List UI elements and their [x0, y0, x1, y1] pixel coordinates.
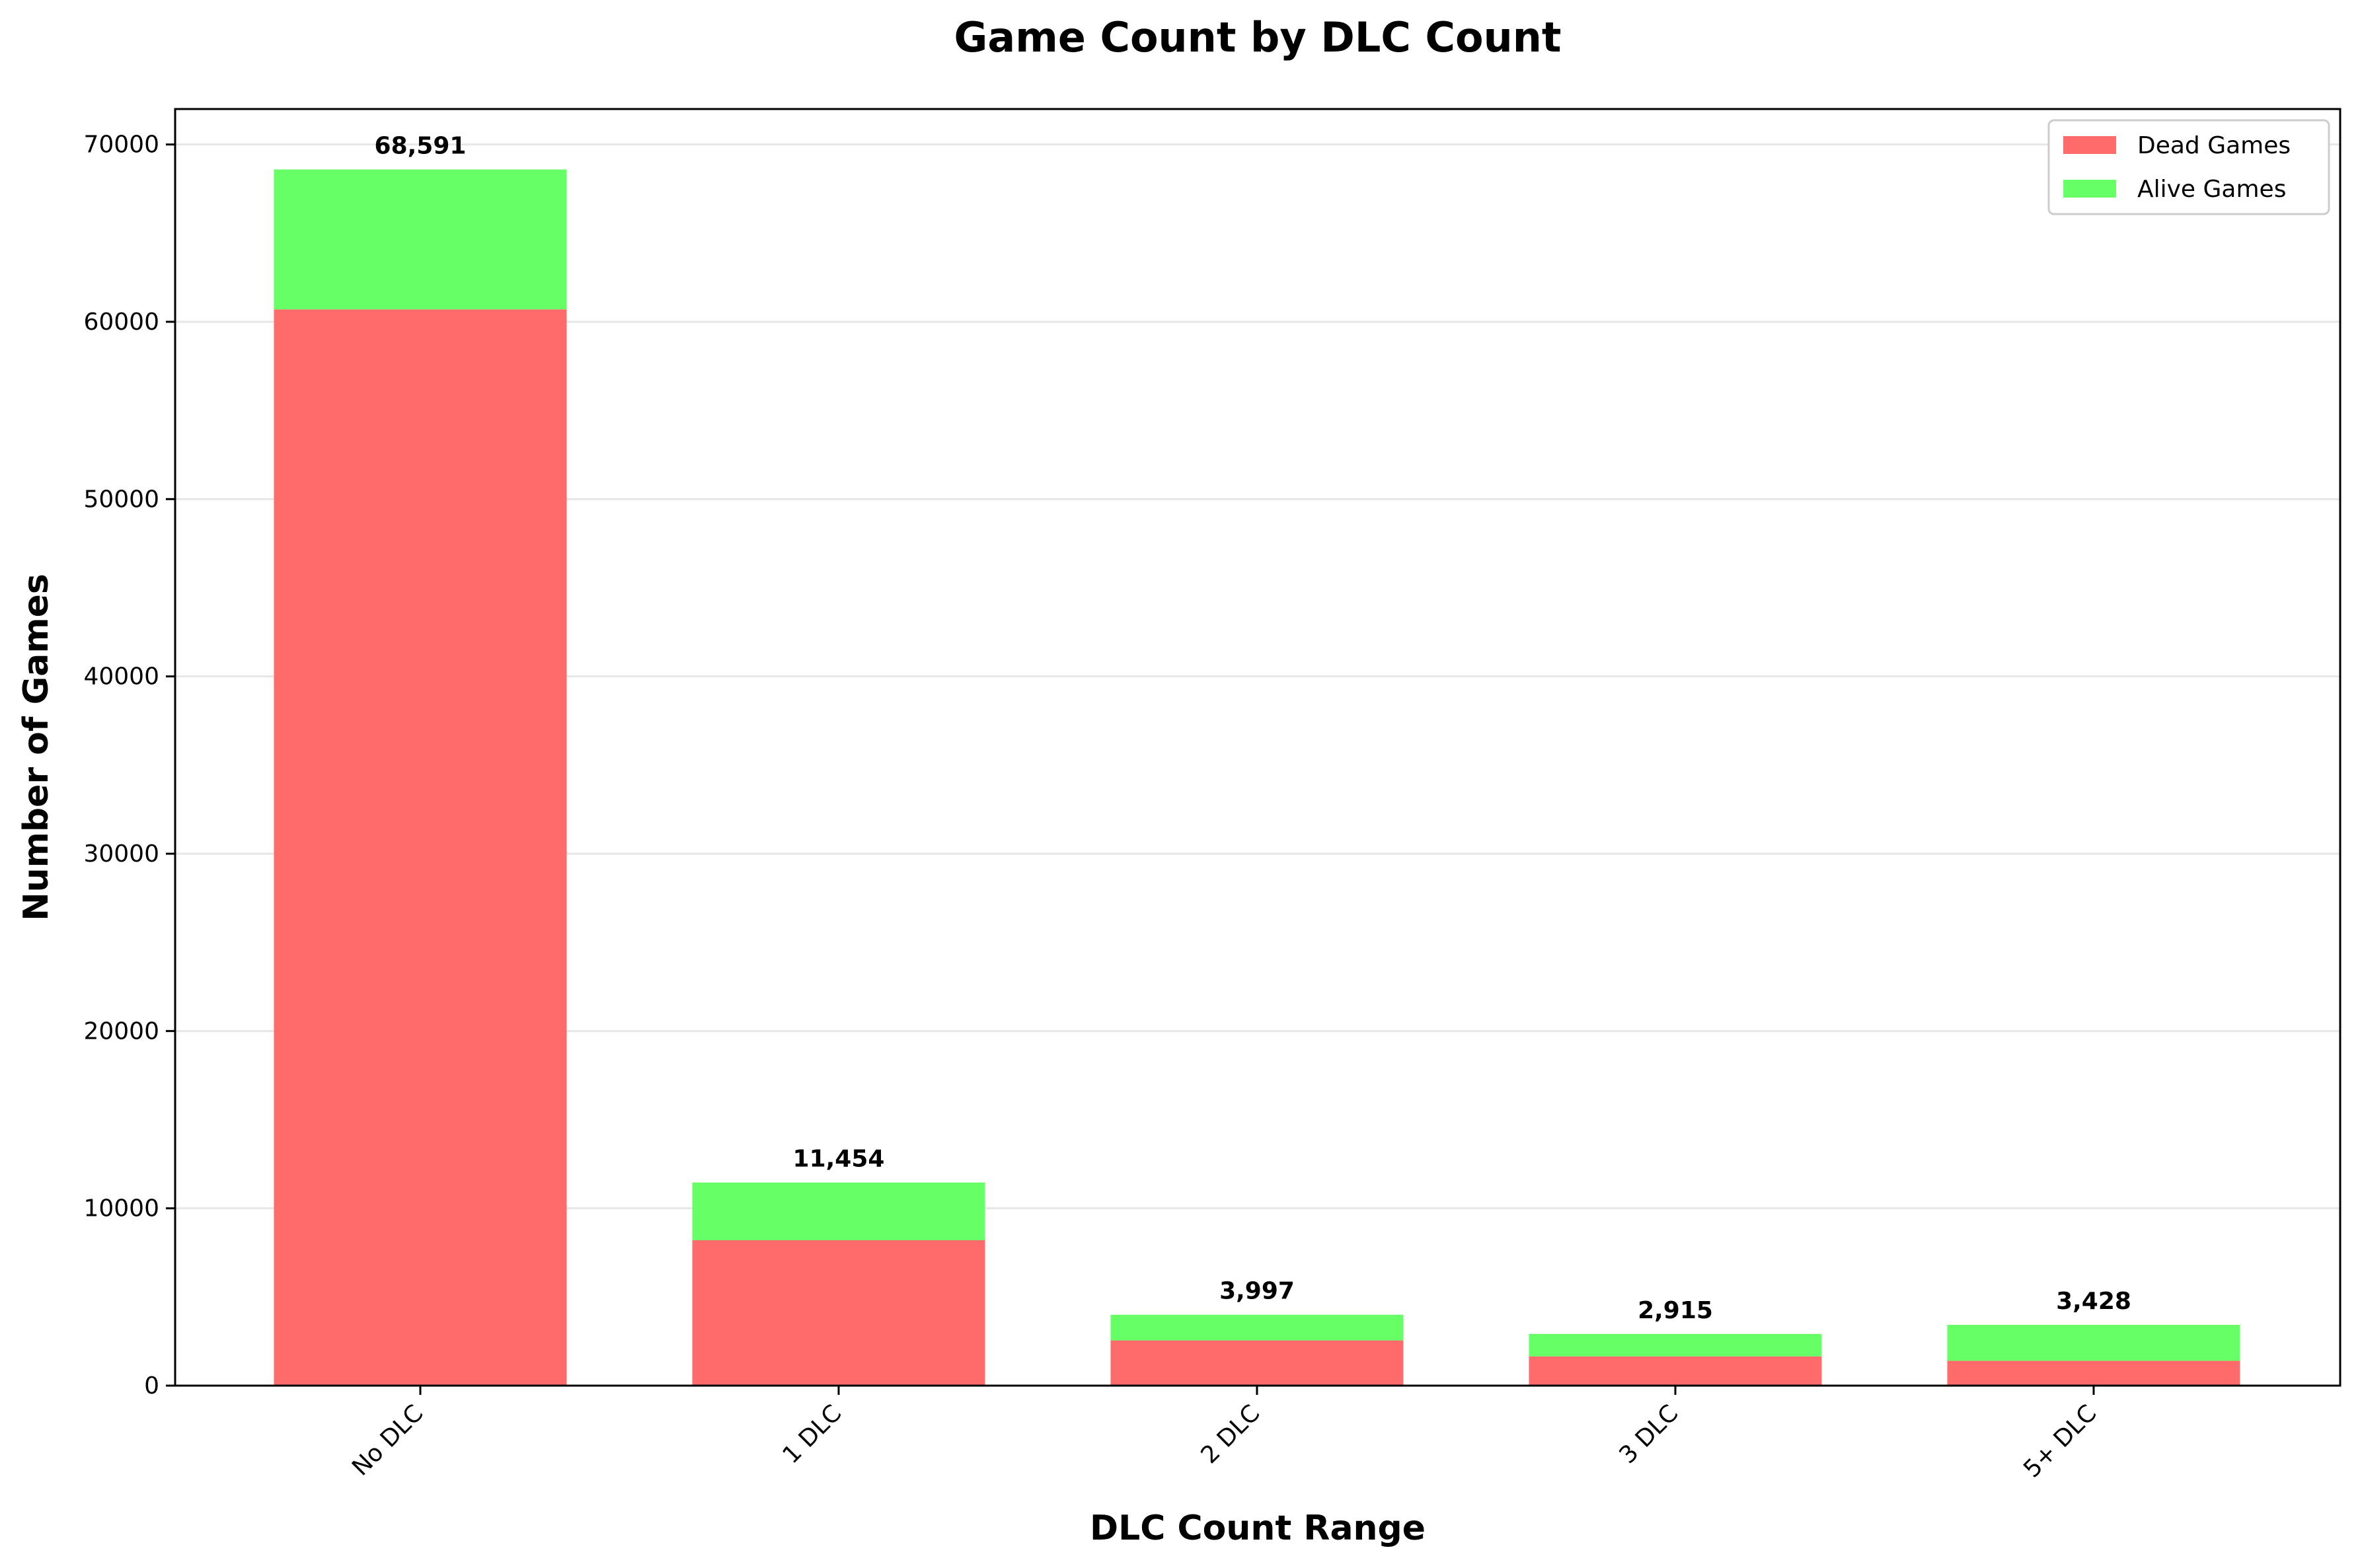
bar-alive-games-0 — [274, 169, 567, 310]
total-label-0: 68,591 — [375, 132, 467, 159]
bar-dead-games-4 — [1947, 1361, 2240, 1386]
legend-swatch-dead-games — [2063, 136, 2116, 154]
bar-dead-games-3 — [1529, 1356, 1822, 1386]
bar-alive-games-4 — [1947, 1325, 2240, 1361]
bar-dead-games-2 — [1110, 1340, 1404, 1386]
bar-dead-games-0 — [274, 309, 567, 1386]
y-axis-label: Number of Games — [17, 574, 56, 921]
x-axis-label: DLC Count Range — [1090, 1509, 1426, 1548]
chart-title: Game Count by DLC Count — [954, 13, 1561, 61]
total-label-3: 2,915 — [1638, 1297, 1713, 1324]
legend-label-alive-games: Alive Games — [2137, 176, 2286, 203]
legend-swatch-alive-games — [2063, 180, 2116, 198]
y-tick-label-0: 0 — [144, 1372, 159, 1400]
legend-label-dead-games: Dead Games — [2137, 132, 2291, 159]
total-labels: 68,591 11,454 3,997 2,915 3,428 — [375, 132, 2131, 1324]
total-label-2: 3,997 — [1219, 1278, 1295, 1305]
legend-frame — [2047, 119, 2330, 215]
y-tick-label-50000: 50000 — [83, 486, 159, 513]
bars — [274, 169, 2240, 1386]
y-tick-label-30000: 30000 — [83, 840, 159, 868]
bar-dead-games-1 — [692, 1240, 985, 1386]
total-label-4: 3,428 — [2056, 1288, 2131, 1315]
legend: Dead Games Alive Games — [2047, 119, 2330, 215]
legend-item-alive-games: Alive Games — [2063, 176, 2286, 203]
bar-alive-games-1 — [692, 1182, 985, 1240]
total-label-1: 11,454 — [793, 1146, 885, 1173]
bar-alive-games-2 — [1110, 1314, 1404, 1341]
y-tick-label-10000: 10000 — [83, 1195, 159, 1222]
legend-item-dead-games: Dead Games — [2063, 132, 2291, 159]
y-tick-label-60000: 60000 — [83, 309, 159, 336]
y-tick-label-40000: 40000 — [83, 663, 159, 691]
y-axis: 0 10000 20000 30000 40000 50000 60000 70000 — [83, 131, 175, 1400]
bar-alive-games-3 — [1529, 1333, 1822, 1357]
y-tick-label-70000: 70000 — [83, 131, 159, 159]
y-tick-label-20000: 20000 — [83, 1018, 159, 1045]
